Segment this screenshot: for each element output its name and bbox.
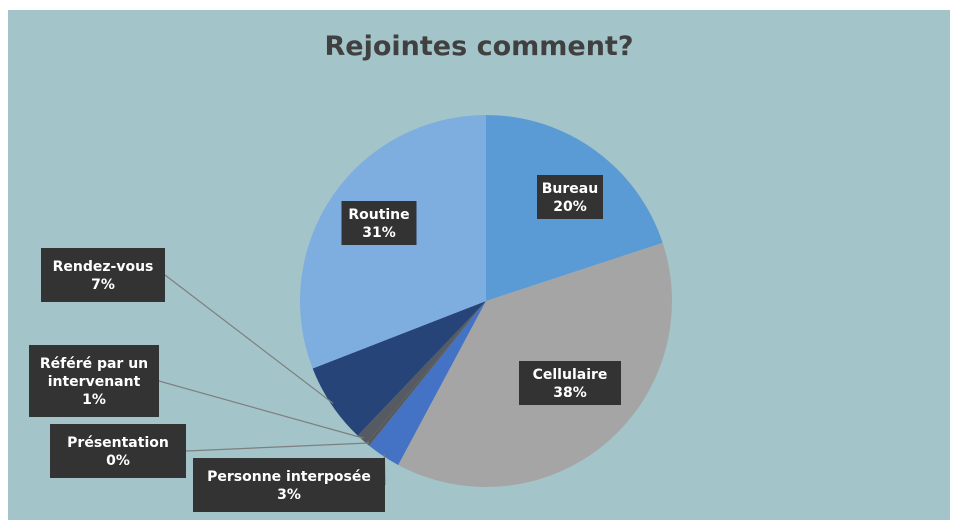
data-label-box [41,248,165,302]
data-label-text: 1% [82,392,106,408]
data-label-text: 38% [553,385,587,401]
pie-slice-r-f-r-par-un-intervenant [357,301,486,444]
data-label-text: Bureau [542,181,598,197]
data-label-text: 31% [362,225,396,241]
pie-slice-pr-sentation [366,301,486,446]
data-label-text: Cellulaire [533,367,608,383]
data-label-text: 3% [277,487,301,503]
leader-line [158,380,364,439]
data-label: Présentation 0% [50,424,186,478]
data-label-text: Routine [348,207,409,223]
chart-title: Rejointes comment? [325,31,634,62]
pie-chart: Rejointes comment? Bureau 20% Cellulaire 38… [29,31,672,512]
data-label: Bureau 20% [537,175,603,219]
data-label-text: 20% [553,199,587,215]
data-label-text: Personne interposée [207,469,371,485]
data-label-box [537,175,603,219]
data-label: Référé par un intervenant 1% [29,345,159,417]
leader-line [185,442,370,452]
data-label-box [341,201,417,245]
data-label-box [29,345,159,417]
chart-area: Rejointes comment? Bureau 20% Cellulaire 38… [8,10,950,520]
data-label-text: 0% [106,453,130,469]
data-label-text: intervenant [48,374,141,390]
data-label: Routine 31% [341,201,417,245]
data-label: Personne interposée 3% [193,458,385,512]
data-label-text: Rendez-vous [53,259,154,275]
pie-slices [300,115,672,487]
data-label-box [50,424,186,478]
pie-slice-personne-interpos-e [369,301,486,465]
data-label: Rendez-vous 7% [41,248,165,302]
data-labels: Bureau 20% Cellulaire 38% Personne interposé… [29,175,621,512]
leader-line [164,274,334,404]
data-label-box [519,361,621,405]
data-label-text: 7% [91,277,115,293]
leader-lines [158,274,386,486]
data-label-text: Présentation [67,435,169,451]
data-label: Cellulaire 38% [519,361,621,405]
data-label-text: Référé par un [40,356,148,372]
data-label-box [193,458,385,512]
pie-slice-rendez-vous [312,301,486,436]
